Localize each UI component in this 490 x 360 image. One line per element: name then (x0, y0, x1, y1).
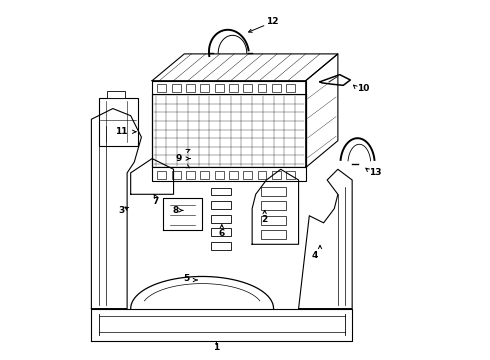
Bar (272, 84, 281, 92)
Bar (157, 171, 167, 179)
Bar (186, 171, 195, 179)
Bar (261, 216, 286, 225)
Text: 9: 9 (176, 154, 182, 163)
Text: 12: 12 (266, 17, 278, 26)
Bar (152, 81, 306, 94)
Text: 10: 10 (357, 84, 369, 93)
Bar (229, 84, 238, 92)
Text: 5: 5 (183, 274, 189, 283)
Bar (286, 171, 295, 179)
Text: 4: 4 (312, 251, 318, 260)
Bar (243, 171, 252, 179)
Bar (258, 84, 267, 92)
Text: 2: 2 (262, 215, 268, 224)
Bar (286, 84, 295, 92)
Bar (272, 171, 281, 179)
Bar (152, 167, 306, 181)
Bar (215, 171, 223, 179)
Bar (200, 84, 209, 92)
Bar (186, 84, 195, 92)
Bar (211, 228, 231, 236)
Text: 11: 11 (116, 127, 128, 136)
Bar (152, 94, 306, 167)
Bar (258, 171, 267, 179)
Bar (215, 84, 223, 92)
Bar (229, 171, 238, 179)
Text: 8: 8 (172, 206, 178, 215)
Bar (211, 242, 231, 249)
Bar (107, 91, 125, 98)
Bar (261, 187, 286, 196)
Text: 7: 7 (152, 197, 159, 206)
Bar (211, 188, 231, 195)
Bar (261, 230, 286, 239)
Bar (261, 202, 286, 210)
Text: 6: 6 (219, 229, 225, 238)
Text: 1: 1 (213, 343, 220, 352)
Bar (211, 215, 231, 222)
Bar (172, 84, 181, 92)
Text: 3: 3 (119, 206, 125, 215)
Bar (243, 84, 252, 92)
Bar (157, 84, 167, 92)
Bar (98, 98, 138, 146)
Bar (172, 171, 181, 179)
Bar (200, 171, 209, 179)
Bar (211, 201, 231, 209)
Text: 13: 13 (369, 168, 382, 177)
